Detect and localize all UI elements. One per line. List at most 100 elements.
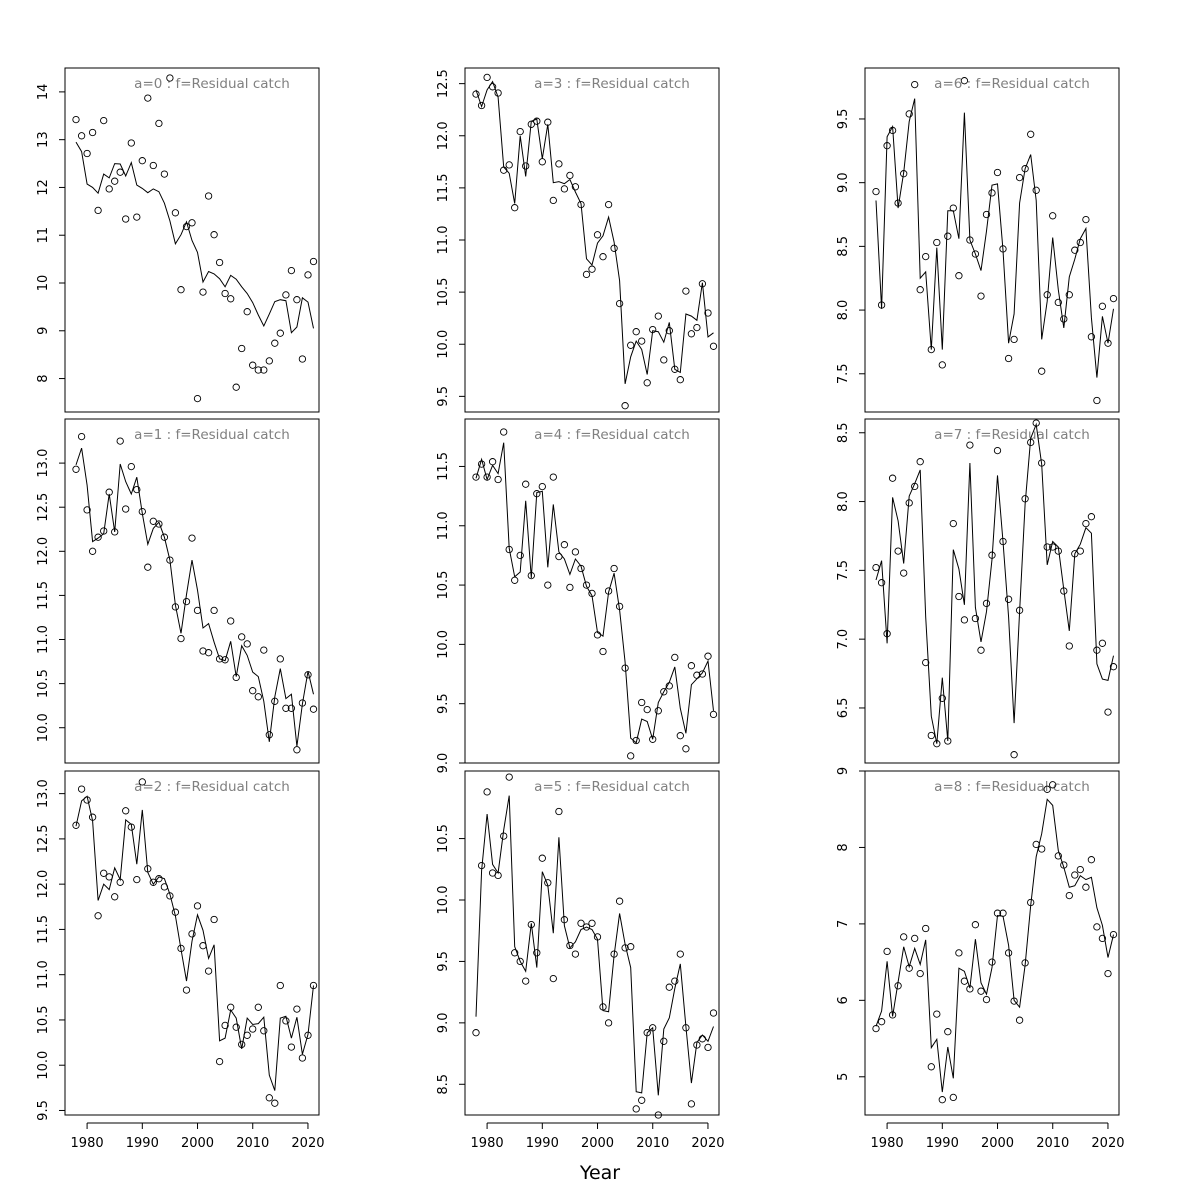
- observed-point: [210, 915, 218, 924]
- observed-point: [1109, 663, 1118, 671]
- observed-point: [676, 732, 684, 740]
- observed-point: [632, 1105, 640, 1113]
- observed-point: [676, 376, 684, 384]
- observed-point: [538, 854, 546, 862]
- observed-point: [977, 646, 985, 654]
- observed-point: [1004, 595, 1013, 603]
- panel-frame: [464, 770, 720, 1116]
- observed-point: [522, 480, 530, 488]
- observed-point: [660, 688, 668, 696]
- observed-point: [1071, 871, 1079, 879]
- y-tick-label: 10.5: [36, 669, 51, 698]
- y-tick-label: 9.5: [36, 1100, 51, 1121]
- y-tick-label: 11.0: [36, 625, 51, 654]
- observed-point: [709, 342, 718, 350]
- observed-point: [582, 270, 591, 279]
- observed-point: [938, 361, 946, 369]
- observed-point: [966, 441, 974, 449]
- observed-point: [615, 299, 624, 308]
- observed-point: [282, 704, 290, 712]
- observed-point: [682, 745, 690, 753]
- x-tick-label: 2000: [181, 1136, 214, 1151]
- observed-point: [582, 581, 591, 589]
- observed-point: [83, 506, 91, 514]
- observed-point: [77, 785, 86, 793]
- y-tick-label: 10.0: [36, 713, 51, 742]
- y-tick-label: 9.0: [436, 753, 451, 774]
- y-tick-label: 6.5: [836, 698, 851, 719]
- observed-point: [566, 583, 574, 592]
- observed-point: [282, 291, 290, 299]
- y-tick-label: 7: [836, 920, 851, 928]
- observed-point: [971, 250, 980, 258]
- observed-point: [1049, 212, 1057, 220]
- observed-point: [100, 116, 108, 125]
- observed-point: [1038, 845, 1046, 853]
- fitted-line: [475, 80, 714, 385]
- y-tick-label: 8.5: [836, 236, 851, 257]
- observed-point: [1098, 302, 1107, 310]
- observed-point: [944, 232, 952, 240]
- observed-point: [483, 73, 491, 82]
- observed-point: [227, 617, 235, 625]
- observed-point: [177, 286, 185, 294]
- observed-point: [111, 893, 119, 901]
- panel-frame: [64, 67, 320, 413]
- observed-point: [944, 1028, 952, 1036]
- observed-point: [188, 219, 196, 227]
- panel-a5: a=5 : f=Residual catch 8.5 9.0 9.5 10.0 10.5: [436, 770, 720, 1119]
- y-tick-label: 11.5: [36, 915, 51, 944]
- y-tick-label: 8.5: [436, 1074, 451, 1095]
- observed-point: [265, 731, 273, 739]
- observed-point: [527, 920, 535, 929]
- observed-point: [544, 581, 552, 589]
- observed-point: [271, 339, 279, 347]
- y-tick-label: 14: [36, 84, 51, 101]
- observed-point: [1049, 781, 1057, 789]
- observed-point: [144, 563, 152, 571]
- observed-point: [511, 576, 519, 584]
- observed-point: [210, 231, 218, 239]
- fitted-line: [875, 798, 1114, 1093]
- x-tick-label: 2010: [636, 1136, 669, 1151]
- observed-point: [660, 356, 668, 364]
- observed-point: [610, 244, 618, 252]
- panel-frame: [864, 67, 1120, 413]
- observed-point: [265, 357, 273, 365]
- y-tick-label: 9.5: [436, 386, 451, 407]
- observed-point: [276, 981, 284, 990]
- observed-point: [977, 987, 985, 995]
- observed-point: [177, 634, 185, 643]
- observed-point: [982, 599, 991, 608]
- observed-point: [632, 328, 640, 336]
- observed-point: [560, 541, 569, 549]
- observed-point: [516, 551, 524, 560]
- observed-point: [704, 652, 712, 660]
- observed-point: [955, 592, 963, 601]
- observed-point: [522, 977, 530, 985]
- observed-point: [1065, 291, 1073, 299]
- observed-point: [94, 533, 102, 541]
- observed-point: [938, 694, 946, 702]
- x-tick-label: 2010: [236, 1136, 269, 1151]
- observed-point: [160, 533, 169, 541]
- observed-point: [227, 295, 235, 303]
- panel-a6: a=6 : f=Residual catch 7.5 8.0 8.5 9.0 9.5: [836, 67, 1120, 413]
- y-tick-label: 10.0: [436, 330, 451, 359]
- y-tick-label: 12.0: [36, 537, 51, 566]
- observed-point: [654, 312, 662, 320]
- x-tick-label: 1990: [126, 1136, 159, 1151]
- panel-title: a=4 : f=Residual catch: [534, 427, 690, 443]
- observed-point: [922, 924, 930, 933]
- observed-point: [144, 94, 152, 102]
- observed-point: [538, 482, 546, 491]
- panel-title: a=1 : f=Residual catch: [134, 427, 290, 443]
- observed-point: [133, 213, 141, 221]
- observed-point: [1082, 883, 1090, 891]
- observed-point: [627, 752, 635, 760]
- observed-point: [155, 520, 163, 528]
- observed-point: [1010, 751, 1018, 759]
- observed-point: [922, 252, 930, 261]
- observed-point: [555, 160, 563, 168]
- observed-point: [254, 693, 262, 701]
